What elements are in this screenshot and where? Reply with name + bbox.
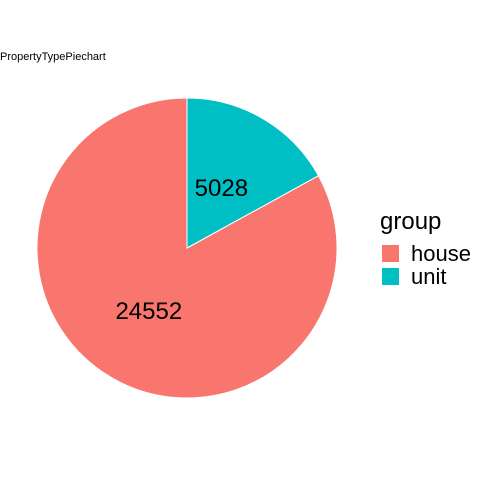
- slice-label-unit: 5028: [195, 175, 248, 202]
- legend-label-house: house: [411, 241, 471, 266]
- slice-label-house: 24552: [115, 298, 182, 325]
- legend-label-unit: unit: [411, 264, 446, 289]
- pie-slices: [37, 98, 337, 398]
- legend-swatch-unit: [382, 268, 399, 285]
- legend-swatch-house: [382, 245, 399, 262]
- legend-title: group: [380, 208, 441, 235]
- chart-title: PropertyTypePiechart: [0, 51, 106, 63]
